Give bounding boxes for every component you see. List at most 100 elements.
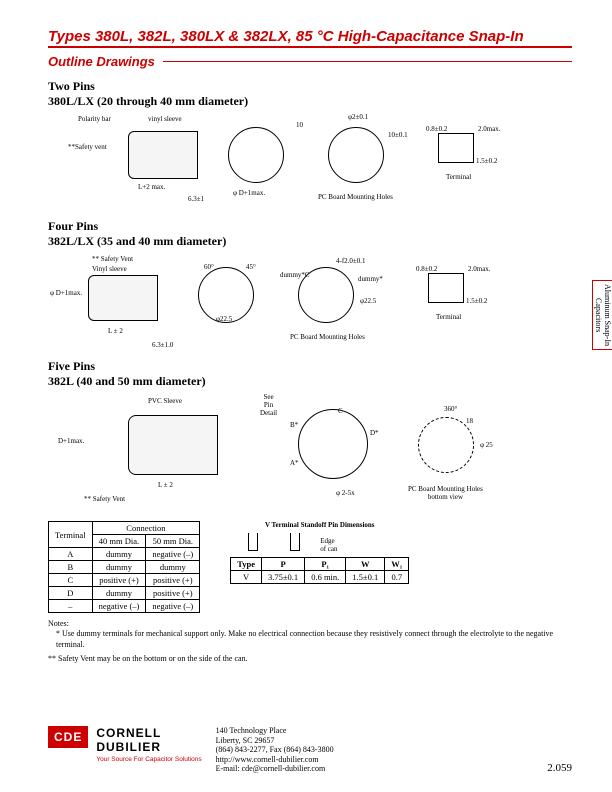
c-a40: dummy [92,548,146,561]
conn-th-40: 40 mm Dia. [92,535,146,548]
pin2 [290,533,300,551]
lbl5-18: 18 [466,417,473,425]
st-type: Type [231,558,262,571]
four-pins-sub: 382L/LX (35 and 40 mm diameter) [48,234,572,249]
four-pins-drawing: ** Safety Vent Vinyl sleeve φ D+1max. L … [48,253,572,353]
cap-side [128,131,198,179]
lbl5-pcb: PC Board Mounting Holes bottom view [408,485,483,501]
lbl4-60: 60° [204,263,214,271]
company-block: CORNELL DUBILIER Your Source For Capacit… [96,726,201,763]
title-bar: Types 380L, 382L, 380LX & 382LX, 85 °C H… [48,28,572,48]
cap4-side [88,275,158,321]
five-pins-head: Five Pins [48,359,572,374]
note2: ** Safety Vent may be on the bottom or o… [48,654,572,664]
c-b50: dummy [146,561,200,574]
st-vp: 3.75±0.1 [262,571,305,584]
c-a: A [49,548,93,561]
tagline: Your Source For Capacitor Solutions [96,756,201,763]
lbl4-225b: φ22.5 [360,297,376,305]
c-a50: negative (–) [146,548,200,561]
page-title: Types 380L, 382L, 380LX & 382LX, 85 °C H… [48,28,572,45]
c-b40: dummy [92,561,146,574]
lbl4-45: 45° [246,263,256,271]
c-c40: positive (+) [92,574,146,587]
lbl5-c: C [338,407,343,415]
mount5-circle [418,417,474,473]
logo: CDE [48,726,88,748]
lbl4-safety: ** Safety Vent [92,255,133,263]
st-p1: P₁ [305,558,346,571]
cap-end [228,127,284,183]
lbl4-4f: 4-f2.0±0.1 [336,257,366,265]
lbl5-pvc: PVC Sleeve [148,397,182,405]
c-m50: negative (–) [146,600,200,613]
lbl-edge: Edge of can [320,537,337,553]
lbl-15: 1.5±0.2 [476,157,497,165]
two-pins-head: Two Pins [48,79,572,94]
notes-head: Notes: [48,619,572,629]
st-vw: 1.5±0.1 [346,571,385,584]
c-d: D [49,587,93,600]
notes: Notes: * Use dummy terminals for mechani… [48,619,572,665]
lbl-vinyl: vinyl sleeve [148,115,182,123]
addr3: (864) 843-2277, Fax (864) 843-3800 [216,745,334,755]
lbl4-l2: L ± 2 [108,327,123,335]
st-w1: W₁ [385,558,409,571]
c-d40: dummy [92,587,146,600]
two-pins-sub: 380L/LX (20 through 40 mm diameter) [48,94,572,109]
lbl-term: Terminal [446,173,471,181]
lbl-safety: **Safety vent [68,143,107,151]
addr2: Liberty, SC 29657 [216,736,334,746]
lbl4-vinyl: Vinyl sleeve [92,265,127,273]
c-m40: negative (–) [92,600,146,613]
footer: CDE CORNELL DUBILIER Your Source For Cap… [48,726,572,774]
lbl-08: 0.8±0.2 [426,125,447,133]
lbl4-pcb: PC Board Mounting Holes [290,333,365,341]
lbl5-seepin: See Pin Detail [260,393,277,417]
side-tab: Aluminum Snap-In Capacitors [592,280,612,350]
mount-circle [328,127,384,183]
lbl-2max: 2.0max. [478,125,501,133]
c-c: C [49,574,93,587]
lbl4-dummyc: dummy*C [280,271,310,279]
subtitle-rule [163,61,572,62]
lbl-63: 6.3±1 [188,195,204,203]
note1: * Use dummy terminals for mechanical sup… [48,629,572,650]
company2: DUBILIER [96,740,201,754]
lbl5-phi25x: φ 2-5x [336,489,355,497]
four-pins-head: Four Pins [48,219,572,234]
lbl4-08: 0.8±0.2 [416,265,437,273]
c-c50: positive (+) [146,574,200,587]
lbl5-b: B* [290,421,298,429]
lbl4-2max: 2.0max. [468,265,491,273]
st-p: P [262,558,305,571]
lbl5-l2: L ± 2 [158,481,173,489]
company1: CORNELL [96,726,201,740]
lbl5-a: A* [290,459,299,467]
addr4: http://www.cornell-dubilier.com [216,755,334,765]
st-w: W [346,558,385,571]
terminal-diag [438,133,474,163]
st-vp1: 0.6 min. [305,571,346,584]
conn-th-connection: Connection [92,522,200,535]
lbl4-63: 6.3±1.0 [152,341,173,349]
st-v: V [231,571,262,584]
connection-table: Terminal Connection 40 mm Dia. 50 mm Dia… [48,521,200,613]
c-m: – [49,600,93,613]
standoff-title: V Terminal Standoff Pin Dimensions [230,521,409,529]
side-tab-text: Aluminum Snap-In Capacitors [594,281,612,349]
cap5-end [298,409,368,479]
lbl-pcboard: PC Board Mounting Holes [318,193,393,201]
lbl5-phi25: φ 25 [480,441,493,449]
c-b: B [49,561,93,574]
pin1 [248,533,258,551]
addr1: 140 Technology Place [216,726,334,736]
lbl4-15: 1.5±0.2 [466,297,487,305]
lbl4-dummy: dummy* [358,275,383,283]
lbl-phi2: φ2±0.1 [348,113,368,121]
lbl5-d: D* [370,429,379,437]
lbl4-225: φ22.5 [216,315,232,323]
lbl-polarity: Polarity bar [78,115,111,123]
terminal4-diag [428,273,464,303]
c-d50: positive (+) [146,587,200,600]
